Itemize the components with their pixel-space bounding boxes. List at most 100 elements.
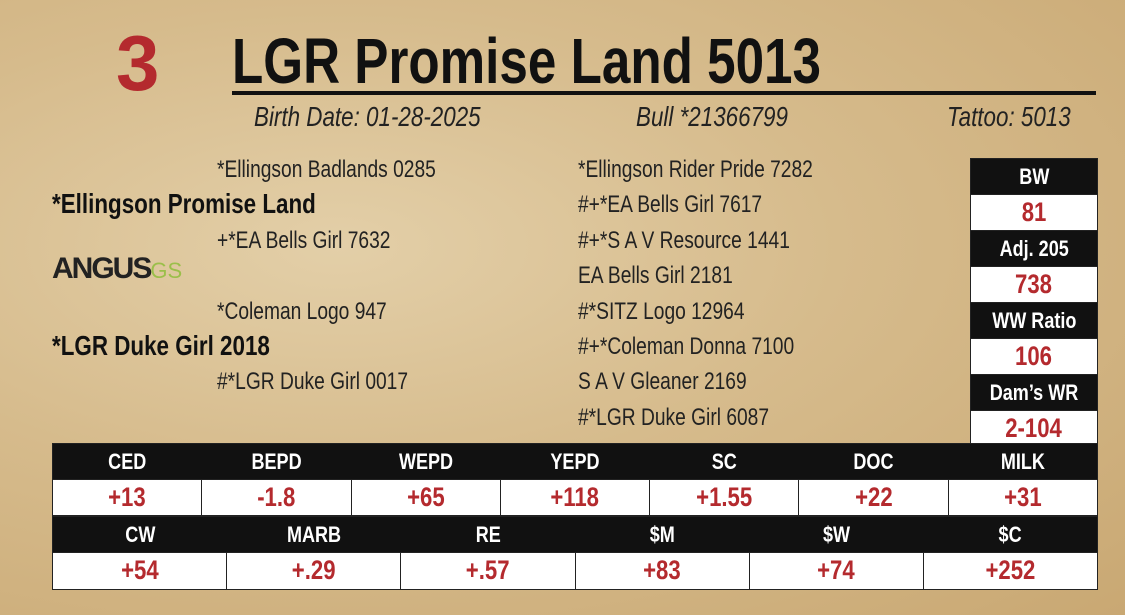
performance-label-text: WW Ratio (991, 308, 1077, 333)
animal-name-text: LGR Promise Land 5013 (232, 25, 821, 97)
registration: Bull *21366799 (636, 101, 826, 133)
birth-date: Birth Date: 01-28-2025 (254, 101, 537, 133)
epd-header: SC (649, 444, 799, 479)
epd-header-row: CED BEPD WEPD YEPD SC DOC MILK (53, 444, 1097, 479)
epd-header-text: CW (124, 522, 156, 547)
registration-text: Bull *21366799 (636, 101, 788, 132)
epd-header-text: YEPD (550, 449, 600, 474)
performance-box: BW 81 Adj. 205 738 WW Ratio 106 Dam’s WR 2-104 (970, 158, 1098, 447)
ancestor-text: S A V Gleaner 2169 (578, 368, 747, 396)
performance-value: 2-104 (971, 410, 1097, 446)
performance-label-text: Adj. 205 (999, 236, 1069, 261)
epd-value-text: +22 (854, 482, 893, 512)
epd-value: -1.8 (201, 479, 351, 515)
ancestor-text: #+*Coleman Donna 7100 (578, 333, 795, 360)
epd-header-text: MILK (1000, 449, 1045, 474)
epd-header-row: CW MARB RE $M $W $C (53, 517, 1097, 552)
logo-suffix: GS (150, 258, 183, 283)
dam-dam: #*LGR Duke Girl 0017 (217, 367, 456, 397)
epd-value-text: +54 (120, 555, 159, 585)
epd-header-text: BEPD (251, 449, 302, 474)
logo-main: ANGUS (52, 252, 152, 285)
ancestor-text: #+*S A V Resource 1441 (578, 226, 790, 254)
epd-value-text: +13 (108, 482, 146, 512)
ancestor: *Ellingson Rider Pride 7282 (578, 155, 872, 185)
epd-header: $M (575, 517, 749, 552)
epd-value: +22 (798, 479, 948, 515)
dam-dam-text: #*LGR Duke Girl 0017 (217, 368, 409, 395)
birth-date-text: Birth Date: 01-28-2025 (254, 101, 481, 132)
ancestor: #*LGR Duke Girl 6087 (578, 403, 817, 433)
epd-header: $C (923, 517, 1097, 552)
epd-value-text: +.57 (466, 555, 510, 585)
epd-table: CW MARB RE $M $W $C +54 +.29 +.57 +83 +74 +252 (52, 516, 1098, 590)
epd-value: +83 (574, 552, 749, 589)
epd-header: MARB (227, 517, 401, 552)
performance-value-text: 81 (1021, 197, 1047, 227)
dam-sire: *Coleman Logo 947 (217, 297, 429, 327)
performance-label: BW (971, 159, 1097, 194)
epd-value-text: +1.55 (696, 482, 753, 512)
rule (232, 91, 1096, 95)
performance-label-text: Dam’s WR (989, 380, 1079, 405)
epd-value: +65 (350, 479, 500, 515)
epd-value: +.57 (400, 552, 575, 589)
ancestor-text: *Ellingson Rider Pride 7282 (578, 156, 813, 183)
performance-label: Dam’s WR (971, 374, 1097, 410)
epd-value-text: +118 (550, 482, 600, 512)
epd-header-text: MARB (286, 522, 342, 547)
epd-header: CED (53, 444, 203, 479)
ancestor: #+*S A V Resource 1441 (578, 226, 843, 256)
ancestor: #*SITZ Logo 12964 (578, 297, 786, 327)
epd-table: CED BEPD WEPD YEPD SC DOC MILK +13 -1.8 +65 +118 +1… (52, 443, 1098, 516)
epd-header: DOC (798, 444, 948, 479)
performance-value: 738 (971, 266, 1097, 302)
epd-value-row: +13 -1.8 +65 +118 +1.55 +22 +31 (53, 479, 1097, 515)
ancestor: S A V Gleaner 2169 (578, 367, 789, 397)
epd-value: +252 (922, 552, 1098, 589)
epd-header-text: DOC (853, 449, 894, 474)
epd-value-text: +252 (985, 555, 1036, 585)
epd-header: RE (401, 517, 575, 552)
epd-header: YEPD (500, 444, 650, 479)
epd-header-text: SC (711, 449, 737, 474)
epd-value-text: +65 (406, 482, 445, 512)
epd-header-text: RE (475, 522, 501, 547)
performance-label-text: BW (1018, 164, 1050, 189)
epd-value-text: -1.8 (257, 482, 296, 512)
epd-header-text: WEPD (398, 449, 453, 474)
sire-text: *Ellingson Promise Land (52, 188, 316, 219)
epd-value-text: +31 (1004, 482, 1042, 512)
epd-value: +1.55 (649, 479, 799, 515)
sire-sire-text: *Ellingson Badlands 0285 (217, 156, 436, 183)
ancestor-text: #+*EA Bells Girl 7617 (578, 191, 763, 219)
epd-value: +31 (947, 479, 1097, 515)
epd-header-text: CED (108, 449, 147, 474)
ancestor: #+*Coleman Donna 7100 (578, 332, 848, 362)
epd-value: +74 (748, 552, 923, 589)
ancestor-text: #*SITZ Logo 12964 (578, 297, 745, 325)
tattoo-text: Tattoo: 5013 (947, 101, 1071, 132)
ancestor-text: EA Bells Girl 2181 (578, 262, 733, 290)
epd-header-text: $C (998, 522, 1022, 547)
sire-sire: *Ellingson Badlands 0285 (217, 155, 491, 185)
animal-name: LGR Promise Land 5013 (232, 24, 968, 98)
epd-value-text: +74 (817, 555, 856, 585)
epd-value-row: +54 +.29 +.57 +83 +74 +252 (53, 552, 1098, 589)
epd-value: +54 (53, 552, 227, 589)
epd-header-text: $M (649, 522, 675, 547)
dam-sire-text: *Coleman Logo 947 (217, 298, 387, 325)
logo: ANGUSGS (52, 252, 182, 286)
sire-dam: +*EA Bells Girl 7632 (217, 226, 434, 256)
epd-value-text: +83 (643, 555, 681, 585)
lot-number: 3 (116, 19, 160, 107)
sire-dam-text: +*EA Bells Girl 7632 (217, 227, 391, 254)
epd-header: CW (53, 517, 227, 552)
epd-value: +118 (499, 479, 650, 515)
performance-value: 81 (971, 194, 1097, 230)
ancestor: EA Bells Girl 2181 (578, 261, 771, 291)
epd-value: +13 (53, 479, 202, 515)
epd-header: MILK (947, 444, 1097, 479)
epd-header: BEPD (202, 444, 352, 479)
